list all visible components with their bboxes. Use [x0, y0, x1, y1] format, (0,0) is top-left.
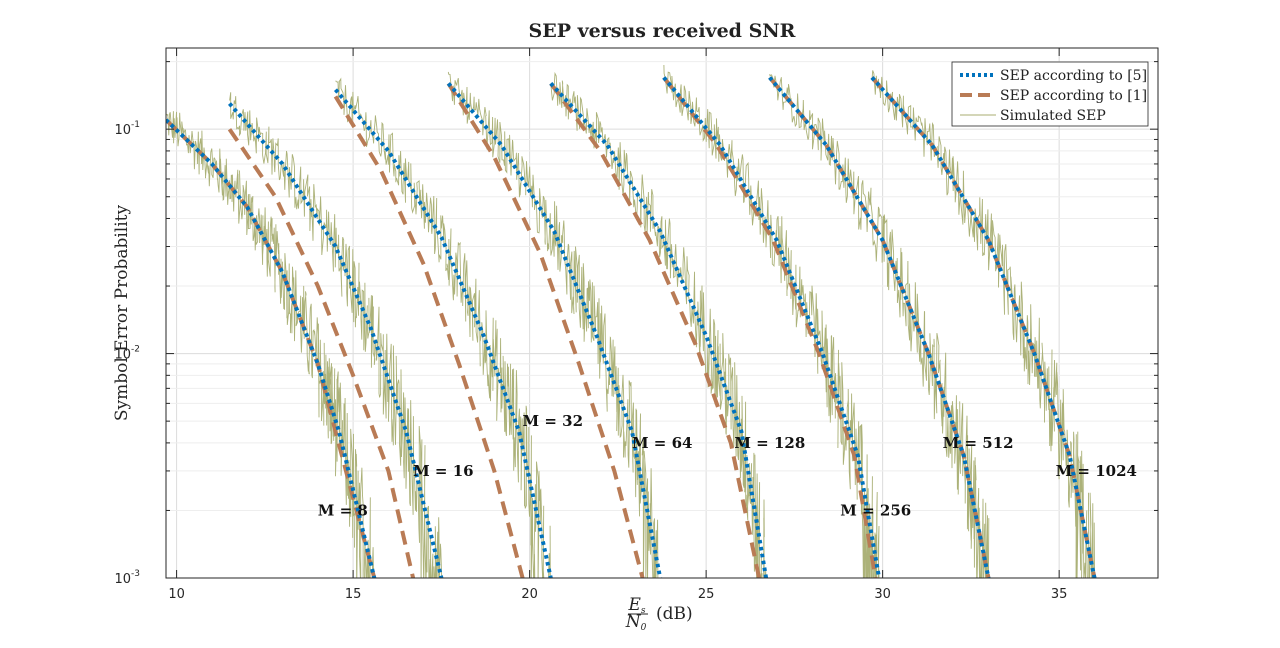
y-tick-label: 10-3 [114, 569, 140, 587]
legend: SEP according to [5] SEP according to [1… [951, 61, 1149, 127]
label-m512: M = 512 [943, 434, 1014, 452]
svg-text:Es: Es [627, 595, 645, 616]
x-axis-label: Es N0 (dB) [625, 595, 693, 633]
x-tick-label: 15 [345, 587, 362, 602]
chart-title: SEP versus received SNR [529, 20, 796, 42]
sep5-curve-m512 [768, 76, 991, 578]
y-tick-label: 10-1 [114, 120, 140, 138]
simulated-sep-m256 [663, 64, 880, 578]
m-labels: M = 8 M = 16 M = 32 M = 64 M = 128 M = 256 M =… [318, 412, 1137, 519]
x-tick-label: 30 [874, 587, 891, 602]
sep5-curve-m32 [333, 88, 553, 578]
x-tick-label: 20 [521, 587, 538, 602]
sep1-curve-m8 [166, 118, 377, 578]
legend-entry-simulated: Simulated SEP [1000, 108, 1106, 124]
label-m1024: M = 1024 [1056, 462, 1137, 480]
x-tick-label: 35 [1051, 587, 1068, 602]
label-m128: M = 128 [734, 434, 805, 452]
simulated-sep-m64 [447, 71, 659, 578]
label-m32: M = 32 [523, 412, 584, 430]
simulated-sep-m1024 [871, 70, 1096, 578]
sep5-curve-m256 [662, 76, 882, 578]
sep5-curve-m8 [166, 118, 377, 578]
sep5-curve-m1024 [870, 76, 1097, 578]
simulated-sep-m8 [166, 111, 374, 578]
svg-text:N0: N0 [625, 612, 647, 633]
axes-frame [165, 47, 1159, 579]
label-m64: M = 64 [632, 434, 693, 452]
sep5-layer [166, 76, 1097, 578]
legend-entry-sep1: SEP according to [1] [1000, 88, 1147, 104]
x-tick-label: 25 [698, 587, 715, 602]
sep1-curve-m16 [227, 128, 416, 578]
label-m8: M = 8 [318, 501, 368, 519]
label-m256: M = 256 [840, 501, 911, 519]
sep1-curve-m32 [333, 95, 525, 578]
ticks: 10 15 20 25 30 35 10-3 10-2 10-1 [114, 48, 1158, 602]
y-axis-label: Symbol Error Probability [112, 205, 132, 422]
simulated-sep-m512 [769, 73, 990, 578]
y-tick-label: 10-2 [114, 345, 140, 363]
legend-entry-sep5: SEP according to [5] [1000, 68, 1147, 84]
svg-text:(dB): (dB) [656, 604, 693, 624]
x-tick-label: 10 [168, 587, 185, 602]
sep1-curve-m128 [549, 82, 762, 578]
simulated-sep-m32 [335, 77, 551, 578]
simulated-sep-m128 [550, 71, 767, 578]
sep1-curve-m1024 [870, 76, 1097, 578]
label-m16: M = 16 [413, 462, 474, 480]
simulated-sep-layer [166, 64, 1096, 578]
sep1-curve-m64 [446, 82, 645, 578]
sep5-curve-m16 [227, 102, 444, 578]
sep1-curve-m256 [662, 76, 878, 578]
sep5-curve-m64 [446, 82, 663, 578]
